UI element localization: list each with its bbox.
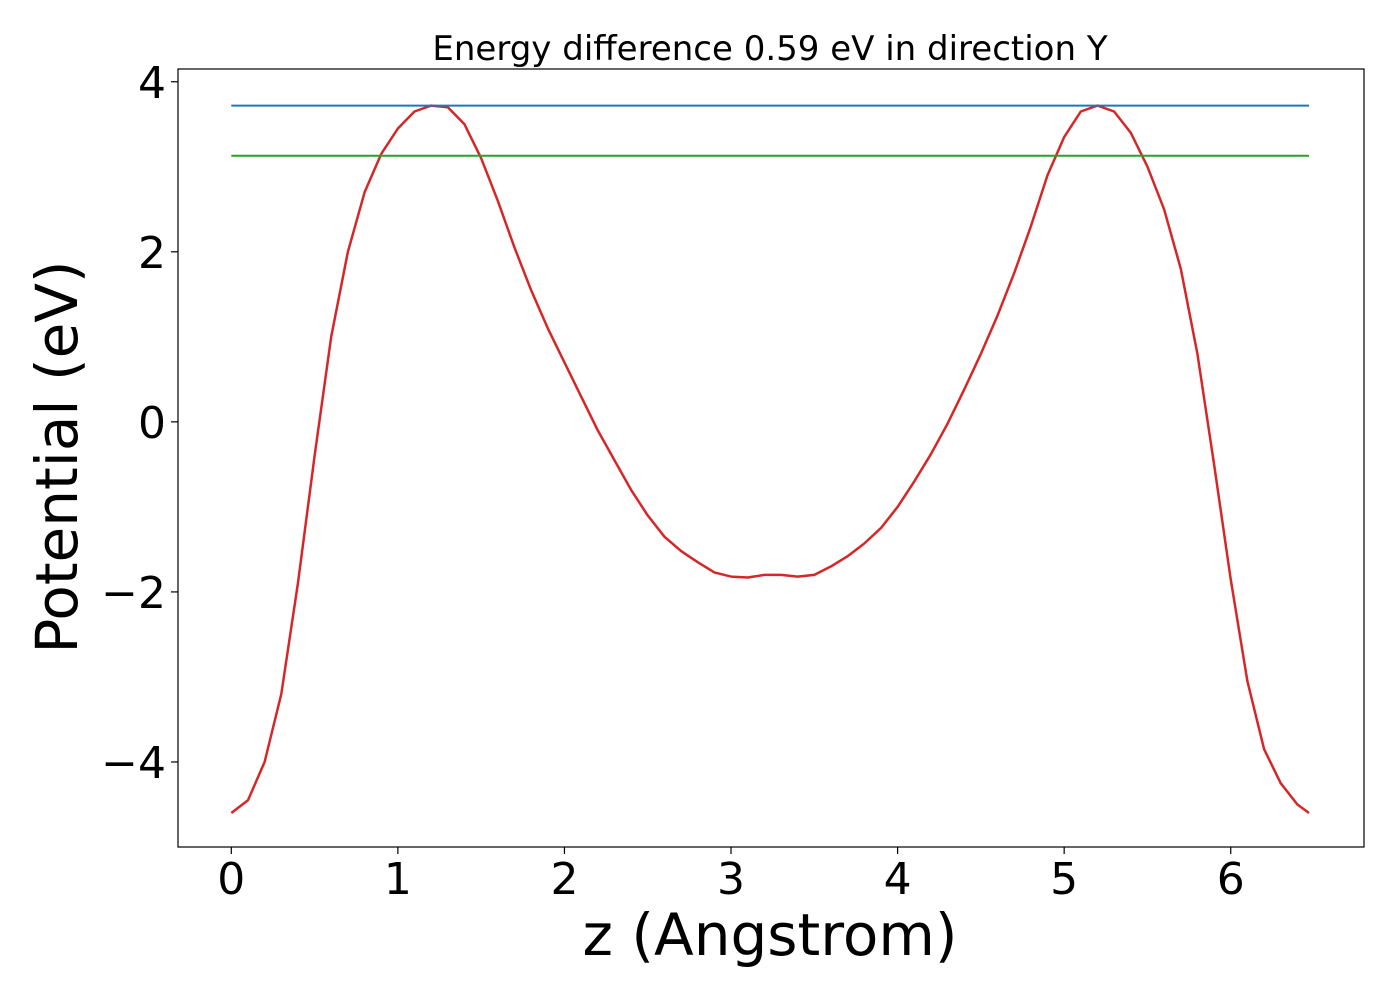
x-tick-label: 4: [884, 854, 912, 905]
y-tick-label: 2: [138, 228, 166, 279]
plot-frame: [177, 68, 1365, 848]
x-tick-label: 3: [717, 854, 745, 905]
x-axis-label: z (Angstrom): [583, 901, 958, 969]
x-tick-label: 0: [217, 854, 245, 905]
y-tick-label: 0: [138, 398, 166, 449]
x-tick-label: 1: [384, 854, 412, 905]
y-tick-label: −4: [101, 738, 166, 789]
y-tick-label: −2: [101, 568, 166, 619]
y-axis-ticks: −4 −2 0 2 4: [101, 58, 178, 789]
y-tick-label: 4: [138, 58, 166, 109]
series-line-1: [230, 104, 1310, 815]
x-tick-label: 6: [1217, 854, 1245, 905]
chart-title: Energy difference 0.59 eV in direction Y: [432, 29, 1107, 69]
x-tick-label: 2: [550, 854, 578, 905]
x-tick-label: 5: [1050, 854, 1078, 905]
x-axis-ticks: 0 1 2 3 4 5 6: [217, 847, 1245, 905]
y-axis-label: Potential (eV): [23, 260, 91, 653]
series-layer: [230, 104, 1310, 815]
